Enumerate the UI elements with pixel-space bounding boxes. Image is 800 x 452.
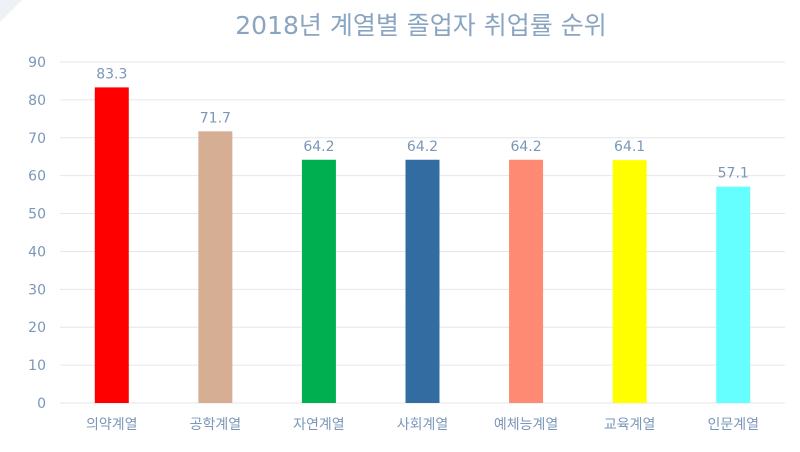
bar [94, 87, 129, 403]
x-tick-label: 공학계열 [190, 417, 242, 433]
y-axis: 0 10 20 30 40 50 60 70 80 90 [28, 55, 46, 412]
x-tick-label: 인문계열 [707, 417, 759, 433]
y-tick-label: 70 [28, 131, 46, 147]
x-tick-label: 사회계열 [397, 417, 449, 433]
x-tick-label: 교육계열 [604, 417, 656, 433]
x-tick-label: 자연계열 [293, 417, 345, 433]
data-label: 64.2 [510, 139, 541, 155]
y-tick-label: 80 [28, 93, 46, 109]
bar [716, 186, 751, 403]
y-tick-label: 40 [28, 244, 46, 260]
bar [301, 159, 336, 403]
x-tick-label: 예체능계열 [494, 417, 558, 433]
y-tick-label: 0 [37, 396, 46, 412]
x-axis: 의약계열 공학계열 자연계열 사회계열 예체능계열 교육계열 인문계열 [86, 417, 759, 433]
bars [94, 87, 751, 403]
bar [509, 159, 544, 403]
data-label: 64.2 [407, 139, 438, 155]
chart-title: 2018년 계열별 졸업자 취업률 순위 [235, 11, 606, 40]
y-tick-label: 30 [28, 282, 46, 298]
value-labels: 83.3 71.7 64.2 64.2 64.2 64.1 57.1 [96, 66, 749, 181]
x-tick-label: 의약계열 [86, 417, 138, 433]
corner-decoration [0, 0, 22, 22]
y-tick-label: 20 [28, 320, 46, 336]
data-label: 71.7 [200, 110, 231, 126]
bar [405, 159, 440, 403]
data-label: 64.1 [614, 139, 645, 155]
y-tick-label: 90 [28, 55, 46, 71]
bar [198, 131, 233, 403]
data-label: 57.1 [718, 166, 749, 182]
y-tick-label: 50 [28, 207, 46, 223]
data-label: 64.2 [303, 139, 334, 155]
y-tick-label: 10 [28, 358, 46, 374]
bar [612, 160, 647, 403]
data-label: 83.3 [96, 66, 127, 82]
y-tick-label: 60 [28, 169, 46, 185]
